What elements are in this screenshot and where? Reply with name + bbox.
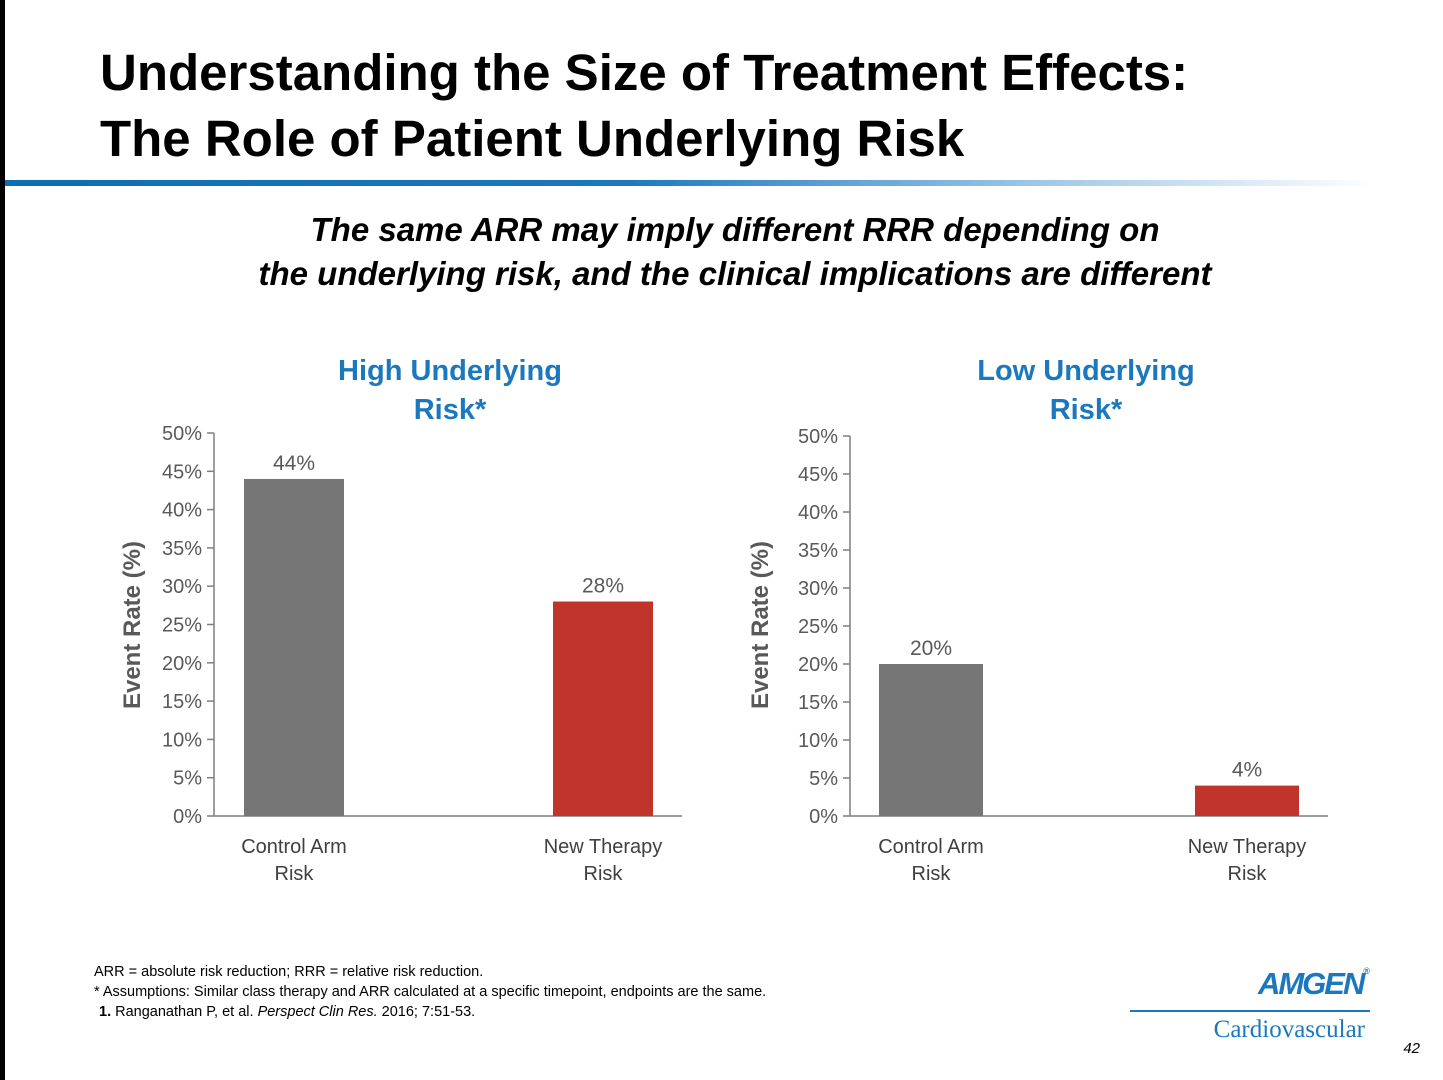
chart-title-high-risk: High Underlying Risk* — [250, 352, 650, 430]
chart-2-category-label-1-line-2: Risk — [912, 863, 952, 885]
chart-1-category-label-1-line-1: Control Arm — [241, 836, 347, 858]
chart-2-data-label-2: 4% — [1232, 759, 1262, 782]
chart-1-data-label-2: 28% — [582, 575, 624, 598]
chart-2-y-tick-label: 10% — [798, 730, 838, 752]
chart-1-y-tick-label: 45% — [162, 461, 202, 483]
chart-1-y-tick-label: 40% — [162, 500, 202, 522]
chart-2-y-tick-label: 50% — [798, 426, 838, 448]
chart-2-bar-1 — [879, 664, 983, 816]
reference-journal: Perspect Clin Res. — [257, 1004, 378, 1020]
left-edge-rule — [0, 0, 5, 1080]
chart-1-y-tick-label: 35% — [162, 538, 202, 560]
footnote-abbreviations: ARR = absolute risk reduction; RRR = rel… — [94, 964, 484, 980]
chart-1-bar-2 — [553, 601, 653, 816]
chart-1-category-label-2-line-1: New Therapy — [544, 836, 663, 858]
footnote-reference: 1. Ranganathan P, et al. Perspect Clin R… — [94, 1002, 1094, 1022]
chart-1-y-tick-label: 50% — [162, 423, 202, 445]
chart-2-y-tick-label: 20% — [798, 654, 838, 676]
chart-1-category-label-1-line-2: Risk — [275, 863, 315, 885]
chart-2-bar-2 — [1195, 785, 1299, 816]
chart-title-line-1: High Underlying — [338, 355, 562, 387]
subtitle-line-2: the underlying risk, and the clinical im… — [258, 255, 1212, 292]
chart-1-bar-1 — [244, 478, 344, 816]
chart-2-category-label-2-line-2: Risk — [1228, 863, 1268, 885]
chart-2-y-tick-label: 0% — [809, 806, 838, 828]
chart-2-y-tick-label: 25% — [798, 616, 838, 638]
chart-2-y-axis-title: Event Rate (%) — [747, 541, 774, 709]
logo-divider — [1130, 1010, 1370, 1012]
logo-division: Cardiovascular — [1213, 1016, 1365, 1043]
chart-2-y-tick-label: 15% — [798, 692, 838, 714]
title-divider — [5, 180, 1375, 186]
chart-title-line-2: Risk* — [413, 394, 487, 426]
chart-1-category-label-2-line-2: Risk — [584, 863, 624, 885]
chart-1-y-tick-label: 20% — [162, 653, 202, 675]
title-line-2: The Role of Patient Underlying Risk — [100, 110, 965, 167]
amgen-cardiovascular-logo: AMGEN® Cardiovascular — [1130, 966, 1380, 1056]
chart-2-y-tick-label: 35% — [798, 540, 838, 562]
title-line-1: Understanding the Size of Treatment Effe… — [100, 44, 1189, 101]
footnote-assumptions: * Assumptions: Similar class therapy and… — [94, 984, 767, 1000]
chart-1-y-tick-label: 25% — [162, 615, 202, 637]
chart-1-y-axis-title: Event Rate (%) — [119, 541, 146, 709]
chart-2-category-label-2-line-1: New Therapy — [1188, 836, 1307, 858]
footnotes: ARR = absolute risk reduction; RRR = rel… — [94, 962, 1094, 1022]
registered-mark: ® — [1363, 966, 1370, 976]
slide-subtitle: The same ARR may imply different RRR dep… — [150, 208, 1320, 296]
page-number: 42 — [1403, 1040, 1420, 1057]
reference-number: 1. — [99, 1004, 112, 1020]
subtitle-line-1: The same ARR may imply different RRR dep… — [310, 211, 1160, 248]
chart-1-y-tick-label: 30% — [162, 576, 202, 598]
logo-wordmark-text: AMGEN — [1257, 966, 1365, 1001]
reference-details: 2016; 7:51-53. — [381, 1004, 476, 1020]
chart-1-y-tick-label: 15% — [162, 691, 202, 713]
chart-2-y-tick-label: 5% — [809, 768, 838, 790]
chart-1-y-tick-label: 5% — [173, 768, 202, 790]
chart-2-y-tick-label: 45% — [798, 464, 838, 486]
slide-title: Understanding the Size of Treatment Effe… — [100, 40, 1400, 172]
chart-title-low-risk: Low Underlying Risk* — [886, 352, 1286, 430]
chart-2-y-tick-label: 30% — [798, 578, 838, 600]
chart-title-line-1: Low Underlying — [977, 355, 1195, 387]
chart-2-data-label-1: 20% — [910, 637, 952, 660]
reference-authors: Ranganathan P, et al. — [115, 1004, 254, 1020]
chart-1-data-label-1: 44% — [273, 452, 315, 475]
chart-1-y-tick-label: 0% — [173, 806, 202, 828]
chart-title-line-2: Risk* — [1049, 394, 1123, 426]
chart-1-y-tick-label: 10% — [162, 729, 202, 751]
chart-2-category-label-1-line-1: Control Arm — [878, 836, 984, 858]
logo-wordmark: AMGEN® — [1258, 966, 1370, 1002]
chart-2-y-tick-label: 40% — [798, 502, 838, 524]
